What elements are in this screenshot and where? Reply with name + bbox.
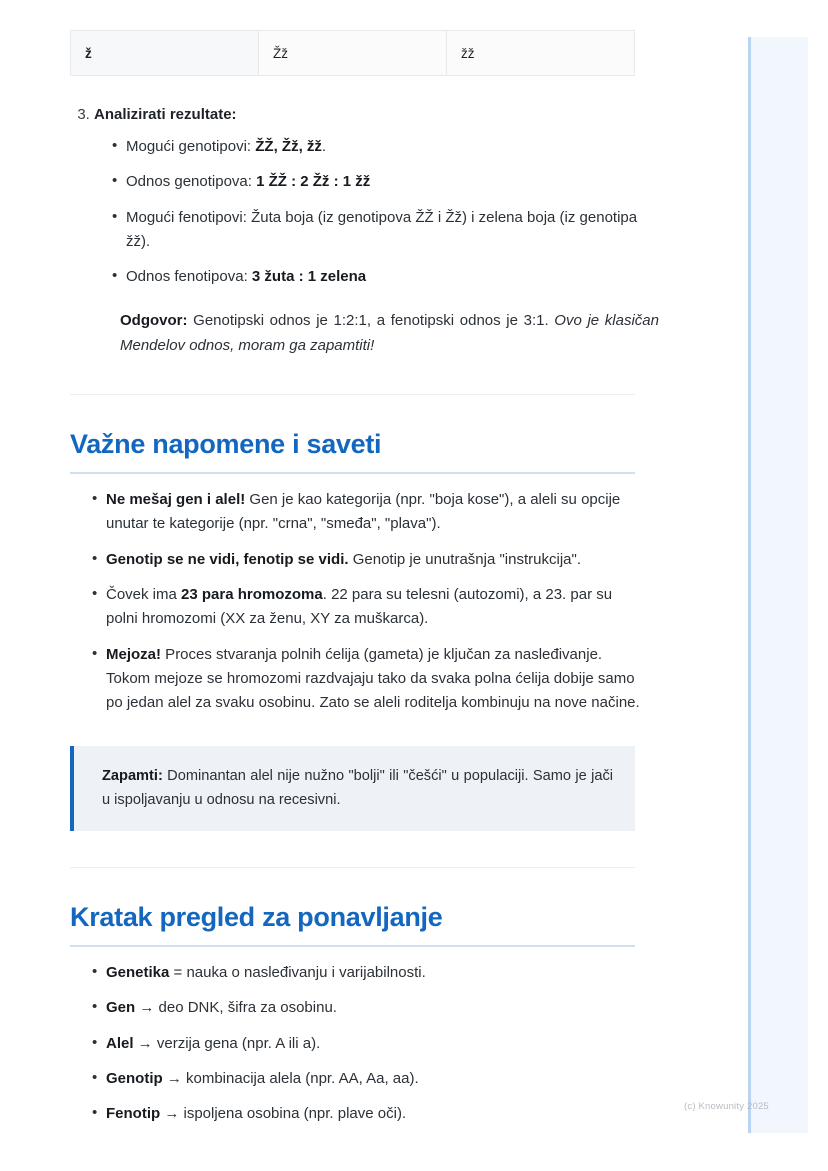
list-item: Čovek ima 23 para hromozoma. 22 para su … — [92, 582, 642, 632]
list-item: Mejoza! Proces stvaranja polnih ćelija (… — [92, 642, 642, 716]
bullet-text: Genotip je unutrašnja "instrukcija". — [348, 550, 581, 568]
answer-paragraph: Odgovor: Genotipski odnos je 1:2:1, a fe… — [120, 309, 659, 358]
bullet-strong: Fenotip — [106, 1105, 161, 1123]
step-bullet-list: Mogući genotipovi: ŽŽ, Žž, žž. Odnos gen… — [94, 134, 642, 289]
bullet-strong: 23 para hromozoma — [181, 586, 323, 604]
bullet-text: Čovek ima — [106, 586, 182, 604]
bullet-strong: ŽŽ, Žž, žž — [255, 138, 322, 155]
remember-callout: Zapamti: Dominantan alel nije nužno "bol… — [70, 745, 635, 832]
answer-italic-note: Ovo je klasičan Mendelov odnos, moram ga… — [120, 312, 659, 354]
callout-label: Zapamti: — [102, 767, 163, 784]
bullet-strong: 3 žuta : 1 zelena — [251, 268, 367, 286]
list-item: Alel → verzija gena (npr. A ili a). — [92, 1031, 642, 1056]
bullet-strong: Gen — [106, 999, 136, 1017]
section-divider — [70, 867, 635, 869]
bullet-strong: Genotip — [106, 1070, 163, 1088]
step-item-analyze: Analizirati rezultate: Mogući genotipovi… — [94, 106, 659, 358]
punnett-table-wrapper: ž Žž žž — [70, 0, 642, 76]
bullet-text: Gen je kao kategorija (npr. "boja kose")… — [106, 491, 621, 533]
table-cell: žž — [446, 30, 635, 76]
bullet-strong: Genotip se ne vidi, fenotip se vidi. — [106, 550, 349, 568]
table-cell: Žž — [258, 30, 447, 76]
bullet-tail: . 22 para su telesni (autozomi), a 23. p… — [106, 586, 613, 628]
review-bullet-list: Genetika = nauka o nasleđivanju i varija… — [70, 960, 642, 1126]
answer-label: Odgovor: — [120, 312, 188, 330]
bullet-tail: . — [321, 138, 327, 155]
list-item: Fenotip → ispoljena osobina (npr. plave … — [92, 1101, 642, 1126]
bullet-lead: Mogući fenotipovi: Žuta boja (iz genotip… — [126, 208, 638, 250]
copyright-watermark: (c) Knowunity 2025 — [684, 1101, 769, 1112]
section-divider — [70, 394, 635, 396]
bullet-lead: Odnos fenotipova: — [126, 268, 252, 286]
document-content: ž Žž žž Analizirati rezultate: Mogući ge… — [0, 0, 712, 1138]
list-item: Mogući genotipovi: ŽŽ, Žž, žž. — [112, 134, 642, 159]
section-heading-review: Kratak pregled za ponavljanje — [70, 902, 443, 933]
punnett-table: ž Žž žž — [70, 30, 635, 76]
section-heading-notes: Važne napomene i saveti — [70, 429, 382, 460]
table-row: ž Žž žž — [70, 30, 635, 76]
callout-paragraph: Zapamti: Dominantan alel nije nužno "bol… — [102, 764, 613, 814]
notes-bullet-list: Ne mešaj gen i alel! Gen je kao kategori… — [70, 487, 642, 716]
list-item: Gen → deo DNK, šifra za osobinu. — [92, 995, 642, 1020]
list-item: Genetika = nauka o nasleđivanju i varija… — [92, 960, 642, 985]
bullet-strong: Alel — [106, 1034, 134, 1052]
section-underline — [70, 945, 635, 948]
bullet-strong: 1 ŽŽ : 2 Žž : 1 žž — [256, 173, 371, 191]
bullet-text: → kombinacija alela (npr. AA, Aa, aa). — [162, 1070, 419, 1088]
bullet-strong: Genetika — [106, 964, 170, 982]
bullet-lead: Mogući genotipovi: — [126, 138, 256, 155]
list-item: Genotip → kombinacija alela (npr. AA, Aa… — [92, 1066, 642, 1091]
callout-text: Dominantan alel nije nužno "bolji" ili "… — [102, 767, 613, 809]
list-item: Mogući fenotipovi: Žuta boja (iz genotip… — [112, 205, 642, 255]
bullet-text: → ispoljena osobina (npr. plave oči). — [160, 1105, 407, 1123]
bullet-text: = nauka o nasleđivanju i varijabilnosti. — [169, 964, 426, 982]
table-cell-header: ž — [70, 30, 259, 76]
list-item: Genotip se ne vidi, fenotip se vidi. Gen… — [92, 547, 642, 572]
bullet-text: → verzija gena (npr. A ili a). — [133, 1034, 321, 1052]
list-item: Odnos genotipova: 1 ŽŽ : 2 Žž : 1 žž — [112, 169, 642, 194]
bullet-lead: Odnos genotipova: — [126, 173, 257, 191]
bullet-strong: Ne mešaj gen i alel! — [106, 491, 246, 509]
step-title: Analizirati rezultate: — [94, 106, 237, 123]
list-item: Odnos fenotipova: 3 žuta : 1 zelena — [112, 264, 642, 289]
answer-text: Genotipski odnos je 1:2:1, a fenotipski … — [187, 312, 555, 330]
right-side-panel — [748, 37, 808, 1133]
steps-list: Analizirati rezultate: Mogući genotipovi… — [70, 106, 659, 358]
bullet-strong: Mejoza! — [106, 645, 162, 663]
section-underline — [70, 472, 635, 475]
list-item: Ne mešaj gen i alel! Gen je kao kategori… — [92, 487, 642, 537]
bullet-text: → deo DNK, šifra za osobinu. — [135, 999, 337, 1017]
bullet-text: Proces stvaranja polnih ćelija (gameta) … — [106, 645, 640, 712]
